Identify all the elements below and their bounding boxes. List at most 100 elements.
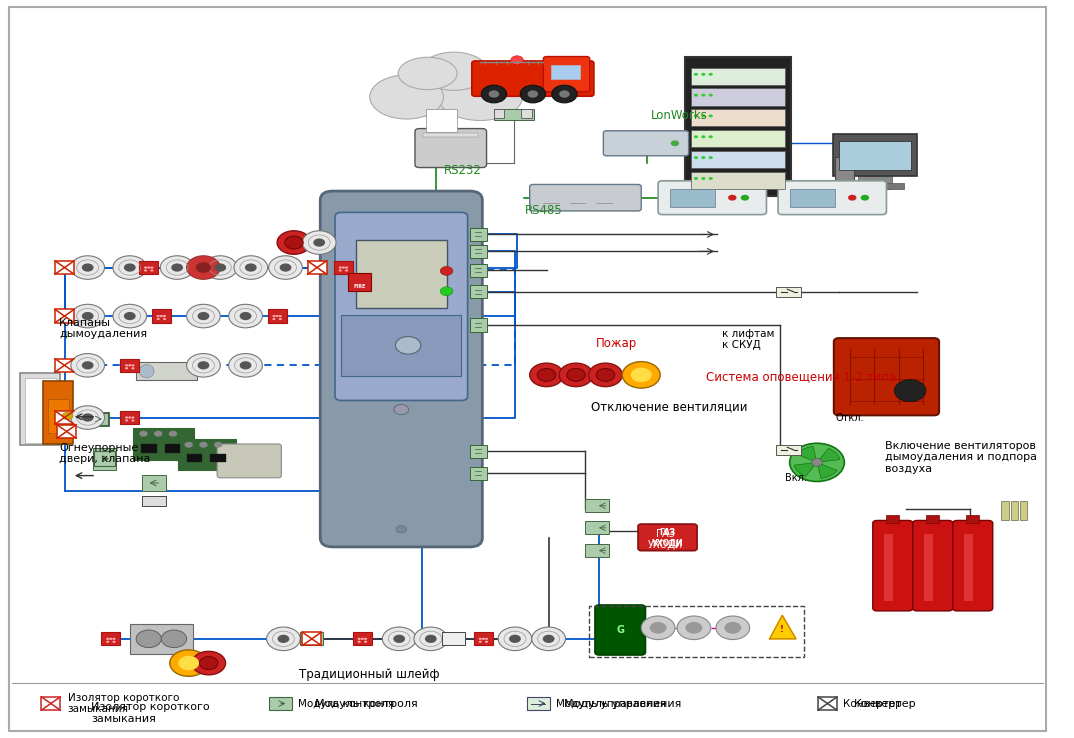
- Circle shape: [701, 135, 706, 138]
- Text: Огнеупорные
двери, клапана: Огнеупорные двери, клапана: [59, 443, 150, 464]
- Circle shape: [860, 195, 869, 201]
- Bar: [670, 189, 714, 207]
- Circle shape: [650, 622, 667, 634]
- Circle shape: [106, 641, 110, 643]
- Circle shape: [125, 419, 128, 421]
- Circle shape: [481, 85, 507, 103]
- Circle shape: [560, 363, 593, 387]
- Circle shape: [789, 444, 844, 481]
- Ellipse shape: [398, 58, 458, 89]
- Circle shape: [677, 616, 711, 640]
- Circle shape: [169, 431, 177, 437]
- Circle shape: [529, 363, 564, 387]
- Circle shape: [113, 638, 116, 640]
- Circle shape: [812, 458, 823, 466]
- Bar: [585, 499, 609, 512]
- Ellipse shape: [420, 52, 488, 90]
- Bar: [55, 309, 74, 323]
- Polygon shape: [770, 615, 796, 639]
- Bar: [691, 172, 785, 189]
- Circle shape: [144, 269, 147, 272]
- Circle shape: [338, 266, 342, 269]
- Bar: [521, 108, 532, 117]
- Circle shape: [277, 635, 289, 643]
- Circle shape: [701, 156, 706, 159]
- Circle shape: [124, 263, 135, 272]
- Bar: [164, 444, 180, 453]
- Text: Конвертер: Конвертер: [843, 699, 902, 708]
- Circle shape: [229, 354, 262, 377]
- Circle shape: [125, 365, 128, 367]
- Ellipse shape: [391, 62, 496, 117]
- Circle shape: [160, 315, 163, 317]
- Circle shape: [273, 318, 276, 320]
- Circle shape: [124, 312, 135, 320]
- Circle shape: [128, 365, 131, 367]
- Bar: [95, 452, 115, 466]
- Circle shape: [716, 616, 750, 640]
- Circle shape: [694, 114, 698, 117]
- Bar: [25, 378, 56, 443]
- Wedge shape: [797, 446, 817, 463]
- Text: Изолятор короткого
замыкания: Изолятор короткого замыкания: [68, 693, 179, 714]
- Circle shape: [440, 266, 453, 275]
- Bar: [1001, 501, 1008, 520]
- Bar: [442, 632, 465, 646]
- Circle shape: [62, 413, 73, 419]
- Bar: [342, 315, 462, 376]
- Bar: [775, 286, 801, 297]
- Bar: [130, 624, 193, 654]
- FancyBboxPatch shape: [638, 524, 697, 551]
- Bar: [357, 241, 447, 308]
- Bar: [494, 108, 534, 120]
- Circle shape: [630, 368, 652, 382]
- Circle shape: [361, 638, 364, 640]
- Circle shape: [848, 195, 856, 201]
- Circle shape: [245, 263, 257, 272]
- Circle shape: [393, 635, 405, 643]
- Circle shape: [489, 90, 499, 97]
- Circle shape: [303, 231, 336, 255]
- Circle shape: [192, 652, 226, 675]
- Circle shape: [694, 94, 698, 97]
- Circle shape: [136, 630, 161, 648]
- Circle shape: [71, 406, 104, 430]
- Bar: [142, 444, 157, 453]
- Bar: [307, 261, 326, 274]
- Circle shape: [240, 361, 251, 370]
- Circle shape: [895, 379, 926, 401]
- Circle shape: [511, 56, 523, 65]
- Circle shape: [701, 94, 706, 97]
- Bar: [136, 362, 198, 380]
- Bar: [425, 109, 458, 131]
- Circle shape: [709, 114, 713, 117]
- Circle shape: [285, 236, 303, 249]
- Text: Конвертер: Конвертер: [854, 699, 916, 708]
- Bar: [140, 261, 158, 274]
- Circle shape: [185, 442, 193, 448]
- Bar: [334, 261, 353, 274]
- Circle shape: [198, 361, 209, 370]
- Circle shape: [596, 368, 614, 382]
- Bar: [469, 245, 487, 258]
- Circle shape: [266, 627, 301, 651]
- FancyBboxPatch shape: [471, 61, 594, 96]
- Bar: [886, 514, 899, 523]
- Circle shape: [240, 312, 251, 320]
- Circle shape: [701, 73, 706, 76]
- Bar: [423, 133, 478, 137]
- Circle shape: [171, 263, 183, 272]
- Circle shape: [113, 256, 147, 279]
- FancyBboxPatch shape: [873, 520, 913, 611]
- Bar: [691, 89, 785, 106]
- Text: Отключение вентиляции: Отключение вентиляции: [591, 400, 748, 413]
- Text: LonWorks: LonWorks: [651, 108, 708, 122]
- Circle shape: [268, 256, 303, 279]
- Circle shape: [140, 431, 147, 437]
- Circle shape: [113, 641, 116, 643]
- Text: Включение вентиляторов
дымоудаления и подпора
воздуха: Включение вентиляторов дымоудаления и по…: [885, 441, 1037, 474]
- Bar: [133, 428, 194, 461]
- Text: Модуль управления: Модуль управления: [565, 699, 682, 708]
- Bar: [178, 439, 236, 469]
- Circle shape: [338, 269, 342, 272]
